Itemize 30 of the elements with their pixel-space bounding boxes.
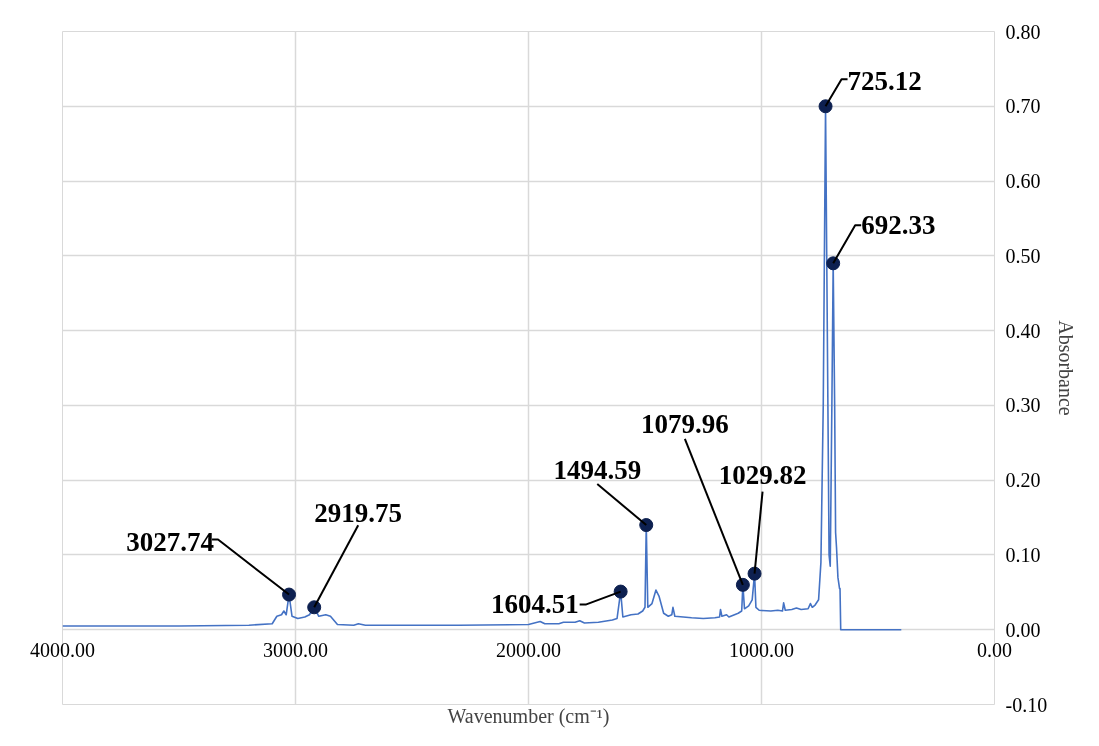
x-tick-label: 4000.00 — [30, 638, 95, 661]
x-axis-title: Wavenumber (cm⁻¹) — [447, 704, 610, 728]
x-tick-label: 2000.00 — [496, 638, 561, 661]
y-tick-label: 0.50 — [1005, 244, 1041, 267]
annotation: 1029.82 — [718, 459, 807, 490]
y-tick-label: 0.70 — [1005, 95, 1041, 118]
point — [818, 99, 833, 114]
y-tick-label: -0.10 — [1005, 693, 1048, 716]
annotation: 1079.96 — [640, 408, 729, 439]
y-tick-label: 0.30 — [1005, 394, 1041, 417]
y-tick-label: 0.40 — [1005, 319, 1041, 342]
annotation: 725.12 — [847, 66, 922, 97]
x-tick-label: 3000.00 — [263, 638, 328, 661]
annotation: 1604.51 — [490, 588, 579, 619]
annotation: 692.33 — [861, 210, 936, 241]
point — [826, 256, 841, 271]
y-axis-title: Absorbance — [1055, 320, 1078, 416]
point — [307, 600, 322, 615]
y-tick-label: 0.80 — [1005, 20, 1041, 43]
y-tick-label: 0.10 — [1005, 543, 1041, 566]
x-tick-label: 1000.00 — [729, 638, 794, 661]
y-tick-label: 0.60 — [1005, 170, 1041, 193]
point — [282, 587, 297, 602]
point — [639, 518, 654, 533]
annotation: 1494.59 — [553, 455, 642, 486]
annotation: 2919.75 — [314, 498, 403, 529]
y-tick-label: 0.00 — [1005, 618, 1041, 641]
y-tick-label: 0.20 — [1005, 469, 1041, 492]
x-tick-label: 0.00 — [977, 638, 1012, 661]
annotation: 3027.74 — [126, 526, 215, 557]
